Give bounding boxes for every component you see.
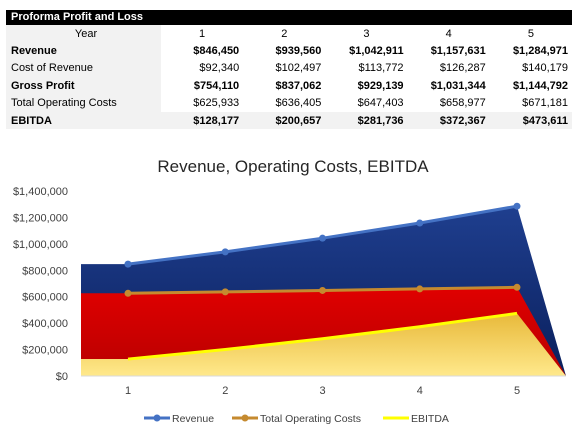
table-cell: $473,611 (489, 111, 572, 130)
table-cell: $658,977 (407, 94, 490, 112)
row-label: Revenue (6, 42, 161, 60)
table-cell: $281,736 (325, 111, 408, 130)
table-cell: $1,031,344 (407, 77, 490, 95)
x-tick-label: 1 (125, 385, 131, 397)
pnl-grid: Year 1 2 3 4 5 Revenue $846,450 $939,560 $1,042,9… (6, 25, 572, 130)
data-point (124, 260, 132, 268)
x-tick-label: 2 (222, 385, 228, 397)
legend-marker (241, 414, 249, 422)
table-row: Gross Profit $754,110 $837,062 $929,139 $1,0… (6, 77, 572, 95)
data-point (416, 285, 424, 293)
year-column-header: 1 (161, 25, 244, 43)
table-row: Revenue $846,450 $939,560 $1,042,911 $1,157,… (6, 42, 572, 60)
data-point (221, 248, 229, 256)
table-cell: $102,497 (243, 59, 326, 78)
y-tick-label: $1,200,000 (13, 212, 68, 224)
table-cell: $126,287 (407, 59, 490, 78)
data-point (416, 219, 424, 227)
table-cell: $140,179 (489, 59, 572, 78)
y-tick-label: $400,000 (22, 318, 68, 330)
legend-label: EBITDA (411, 413, 449, 425)
table-cell: $1,042,911 (325, 42, 408, 60)
row-label: Cost of Revenue (6, 59, 161, 78)
table-header-row: Year 1 2 3 4 5 (6, 25, 572, 43)
y-tick-label: $0 (56, 371, 68, 383)
legend-item: Total Operating Costs (232, 413, 361, 425)
y-tick-label: $1,400,000 (13, 186, 68, 198)
row-label: Gross Profit (6, 77, 161, 95)
y-tick-label: $800,000 (22, 265, 68, 277)
series-lines (124, 202, 521, 361)
data-point (319, 234, 326, 242)
x-tick-label: 5 (514, 385, 520, 397)
legend-label: Total Operating Costs (260, 413, 361, 425)
year-column-header: 3 (325, 25, 408, 43)
table-row: Cost of Revenue $92,340 $102,497 $113,772 $1… (6, 59, 572, 78)
table-cell: $200,657 (243, 111, 326, 130)
area-ebitda (81, 313, 566, 376)
data-point (221, 288, 229, 296)
chart-title: Revenue, Operating Costs, EBITDA (157, 157, 429, 176)
year-column-header: 4 (407, 25, 490, 43)
x-tick-label: 3 (319, 385, 325, 397)
chart-legend: Revenue Total Operating Costs EBITDA (144, 413, 449, 425)
table-cell: $671,181 (489, 94, 572, 112)
row-label: Total Operating Costs (6, 94, 161, 112)
table-cell: $636,405 (243, 94, 326, 112)
table-cell: $1,144,792 (489, 77, 572, 95)
revenue-costs-ebitda-chart: Revenue, Operating Costs, EBITDA $0 $200,… (13, 157, 566, 425)
table-cell: $128,177 (161, 111, 244, 130)
x-axis: 1 2 3 4 5 (125, 385, 520, 397)
data-point (124, 289, 132, 297)
legend-item: EBITDA (383, 413, 449, 425)
year-column-header: 5 (489, 25, 572, 43)
table-row: EBITDA $128,177 $200,657 $281,736 $372,367 $4… (6, 111, 572, 130)
table-cell: $372,367 (407, 111, 490, 130)
table-cell: $92,340 (161, 59, 244, 78)
table-cell: $837,062 (243, 77, 326, 95)
line-ebitda (127, 311, 518, 361)
profit-loss-table: Proforma Profit and Loss Year 1 2 3 4 5 Revenu… (6, 10, 572, 130)
table-cell: $113,772 (325, 59, 408, 78)
data-point (319, 286, 326, 294)
row-label: EBITDA (6, 111, 161, 130)
legend-marker (153, 414, 161, 422)
y-tick-label: $1,000,000 (13, 239, 68, 251)
legend-label: Revenue (172, 413, 214, 425)
table-cell: $625,933 (161, 94, 244, 112)
year-header: Year (6, 25, 161, 43)
table-cell: $939,560 (243, 42, 326, 60)
y-tick-label: $200,000 (22, 345, 68, 357)
y-axis: $0 $200,000 $400,000 $600,000 $800,000 $1,000… (13, 186, 68, 383)
data-point (513, 202, 521, 210)
table-cell: $846,450 (161, 42, 244, 60)
table-cell: $1,284,971 (489, 42, 572, 60)
year-column-header: 2 (243, 25, 326, 43)
table-cell: $647,403 (325, 94, 408, 112)
y-tick-label: $600,000 (22, 292, 68, 304)
table-title: Proforma Profit and Loss (6, 10, 572, 25)
legend-item: Revenue (144, 413, 214, 425)
table-cell: $929,139 (325, 77, 408, 95)
table-row: Total Operating Costs $625,933 $636,405 $64… (6, 94, 572, 112)
table-cell: $1,157,631 (407, 42, 490, 60)
table-cell: $754,110 (161, 77, 244, 95)
data-point (513, 283, 521, 291)
x-tick-label: 4 (417, 385, 423, 397)
